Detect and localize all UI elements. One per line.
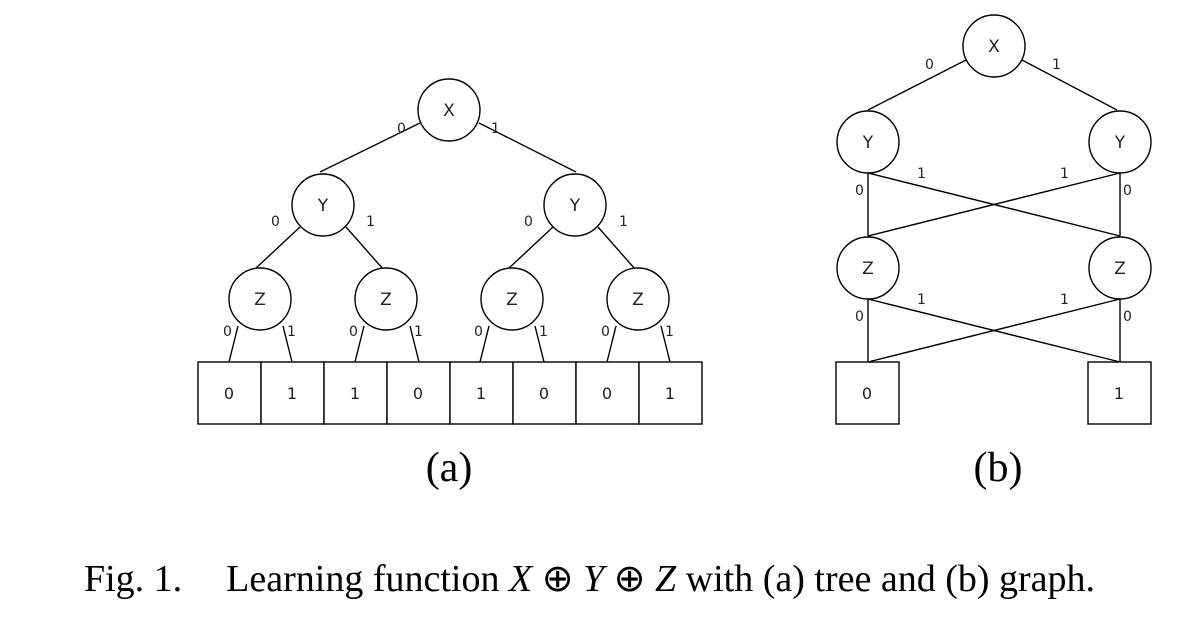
edge-label: 1 bbox=[1052, 57, 1061, 73]
graph-node-y bbox=[836, 110, 900, 174]
edge-label: 0 bbox=[601, 324, 610, 340]
caption-xor-symbol: ⊕ bbox=[604, 558, 656, 600]
node-label: Z bbox=[862, 259, 874, 279]
edge-label: 0 bbox=[1123, 309, 1132, 325]
tree-edge bbox=[254, 226, 301, 270]
tree-edge bbox=[507, 226, 554, 270]
caption-var-y: Y bbox=[583, 558, 605, 600]
edge-label: 0 bbox=[397, 121, 406, 137]
tree-diagram: 0 1 0 1 0 1 0 1 0 1 0 1 0 1 X Y Y Z Z Z … bbox=[197, 78, 703, 491]
edge-label: 0 bbox=[524, 214, 533, 230]
graph-sublabel: (b) bbox=[974, 445, 1023, 491]
edge-label: 1 bbox=[1060, 292, 1069, 308]
tree-node-z bbox=[228, 267, 292, 331]
node-label: Z bbox=[380, 290, 392, 310]
figure-caption: Fig. 1. Learning function X ⊕ Y ⊕ Z with … bbox=[0, 556, 1179, 601]
graph-node-y bbox=[1088, 110, 1152, 174]
graph-terminal bbox=[1087, 361, 1152, 425]
edge-label: 1 bbox=[917, 166, 926, 182]
tree-edge bbox=[534, 325, 545, 363]
node-label: Y bbox=[1114, 133, 1126, 153]
leaf-value: 0 bbox=[413, 384, 423, 403]
caption-xor-symbol: ⊕ bbox=[532, 558, 584, 600]
tree-edge bbox=[354, 325, 365, 363]
graph-edge bbox=[867, 59, 967, 111]
tree-leaf bbox=[575, 361, 640, 425]
caption-text-end: with (a) tree and (b) graph. bbox=[676, 558, 1096, 600]
node-label: Z bbox=[632, 290, 644, 310]
tree-sublabel: (a) bbox=[426, 445, 473, 491]
edge-label: 1 bbox=[491, 121, 500, 137]
tree-edge bbox=[345, 226, 384, 270]
tree-node-z bbox=[480, 267, 544, 331]
edge-label: 1 bbox=[619, 214, 628, 230]
node-label: Y bbox=[569, 196, 581, 216]
node-label: Z bbox=[506, 290, 518, 310]
edge-label: 0 bbox=[349, 324, 358, 340]
terminal-value: 0 bbox=[862, 384, 872, 403]
tree-edge bbox=[479, 325, 490, 363]
node-label: Z bbox=[1114, 259, 1126, 279]
tree-edge bbox=[409, 325, 420, 363]
edge-label: 0 bbox=[271, 214, 280, 230]
edge-label: 0 bbox=[1123, 183, 1132, 199]
leaf-value: 1 bbox=[665, 384, 675, 403]
tree-node-z bbox=[606, 267, 670, 331]
leaf-value: 0 bbox=[539, 384, 549, 403]
edge-label: 1 bbox=[917, 292, 926, 308]
node-label: X bbox=[988, 37, 1000, 57]
edge-label: 1 bbox=[414, 324, 423, 340]
tree-node-y bbox=[543, 173, 607, 237]
edge-label: 0 bbox=[474, 324, 483, 340]
leaf-value: 1 bbox=[287, 384, 297, 403]
node-label: Y bbox=[317, 196, 329, 216]
caption-fig-label: Fig. 1. bbox=[83, 558, 183, 600]
caption-text: Learning function bbox=[226, 558, 509, 600]
graph-node-z bbox=[1088, 236, 1152, 300]
graph-node-x bbox=[962, 14, 1026, 78]
graph-diagram: 0 1 1 1 0 0 1 1 0 0 X Y Y Z Z 0 1 (b) bbox=[835, 14, 1152, 491]
graph-node-z bbox=[836, 236, 900, 300]
tree-leaf bbox=[638, 361, 703, 425]
leaf-value: 1 bbox=[350, 384, 360, 403]
edge-label: 1 bbox=[539, 324, 548, 340]
caption-var-x: X bbox=[508, 558, 533, 600]
edge-label: 0 bbox=[925, 57, 934, 73]
node-label: Y bbox=[862, 133, 874, 153]
edge-label: 0 bbox=[223, 324, 232, 340]
tree-edge bbox=[660, 325, 671, 363]
edge-label: 1 bbox=[665, 324, 674, 340]
graph-edge bbox=[867, 298, 1121, 363]
graph-terminal bbox=[835, 361, 900, 425]
graph-edge bbox=[867, 172, 1121, 237]
edge-label: 1 bbox=[287, 324, 296, 340]
leaf-value: 0 bbox=[602, 384, 612, 403]
terminal-value: 1 bbox=[1114, 384, 1124, 403]
edge-label: 1 bbox=[1060, 166, 1069, 182]
tree-edge bbox=[319, 122, 421, 173]
caption-var-z: Z bbox=[655, 558, 677, 600]
tree-edge bbox=[228, 325, 239, 363]
tree-node-x bbox=[417, 78, 481, 142]
leaf-value: 1 bbox=[476, 384, 486, 403]
tree-leaf bbox=[449, 361, 514, 425]
tree-edge bbox=[597, 226, 636, 270]
tree-node-z bbox=[354, 267, 418, 331]
tree-leaf bbox=[197, 361, 262, 425]
tree-edge bbox=[282, 325, 293, 363]
edge-label: 1 bbox=[366, 214, 375, 230]
leaf-value: 0 bbox=[224, 384, 234, 403]
graph-edge bbox=[1021, 59, 1118, 111]
tree-leaf bbox=[323, 361, 388, 425]
node-label: X bbox=[443, 101, 455, 121]
edge-label: 0 bbox=[855, 309, 864, 325]
tree-edge bbox=[606, 325, 617, 363]
tree-edge bbox=[478, 122, 577, 173]
tree-node-y bbox=[291, 173, 355, 237]
edge-label: 0 bbox=[855, 183, 864, 199]
node-label: Z bbox=[254, 290, 266, 310]
